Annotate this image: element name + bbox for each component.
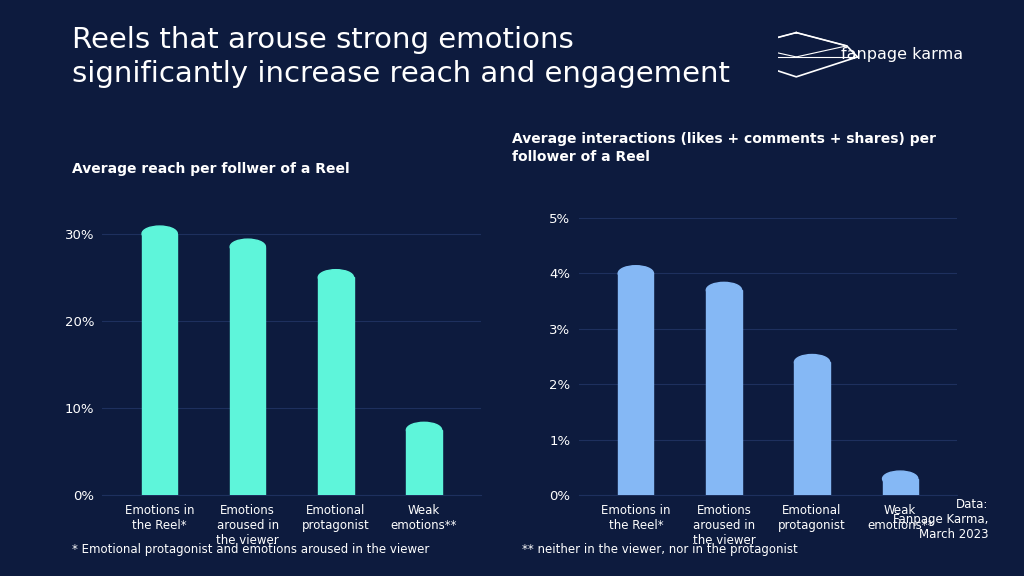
Ellipse shape: [618, 266, 653, 281]
Ellipse shape: [407, 422, 441, 438]
Ellipse shape: [142, 226, 177, 241]
Ellipse shape: [883, 471, 918, 486]
Bar: [407, 430, 441, 495]
Bar: [142, 234, 177, 495]
Text: * Emotional protagonist and emotions aroused in the viewer: * Emotional protagonist and emotions aro…: [72, 543, 429, 556]
Text: Data:
Fanpage Karma,
March 2023: Data: Fanpage Karma, March 2023: [893, 498, 988, 541]
Bar: [707, 290, 741, 495]
Text: Average interactions (likes + comments + shares) per
follower of a Reel: Average interactions (likes + comments +…: [512, 132, 936, 164]
Bar: [883, 479, 918, 495]
Bar: [795, 362, 829, 495]
Text: ** neither in the viewer, nor in the protagonist: ** neither in the viewer, nor in the pro…: [522, 543, 798, 556]
Bar: [230, 247, 265, 495]
Ellipse shape: [707, 282, 741, 298]
Ellipse shape: [318, 270, 353, 285]
Bar: [618, 274, 653, 495]
Ellipse shape: [795, 354, 829, 370]
Ellipse shape: [230, 239, 265, 255]
Bar: [318, 277, 353, 495]
Text: fanpage karma: fanpage karma: [842, 47, 964, 62]
Text: Reels that arouse strong emotions: Reels that arouse strong emotions: [72, 26, 573, 54]
Text: Average reach per follwer of a Reel: Average reach per follwer of a Reel: [72, 162, 349, 176]
Text: significantly increase reach and engagement: significantly increase reach and engagem…: [72, 60, 730, 89]
